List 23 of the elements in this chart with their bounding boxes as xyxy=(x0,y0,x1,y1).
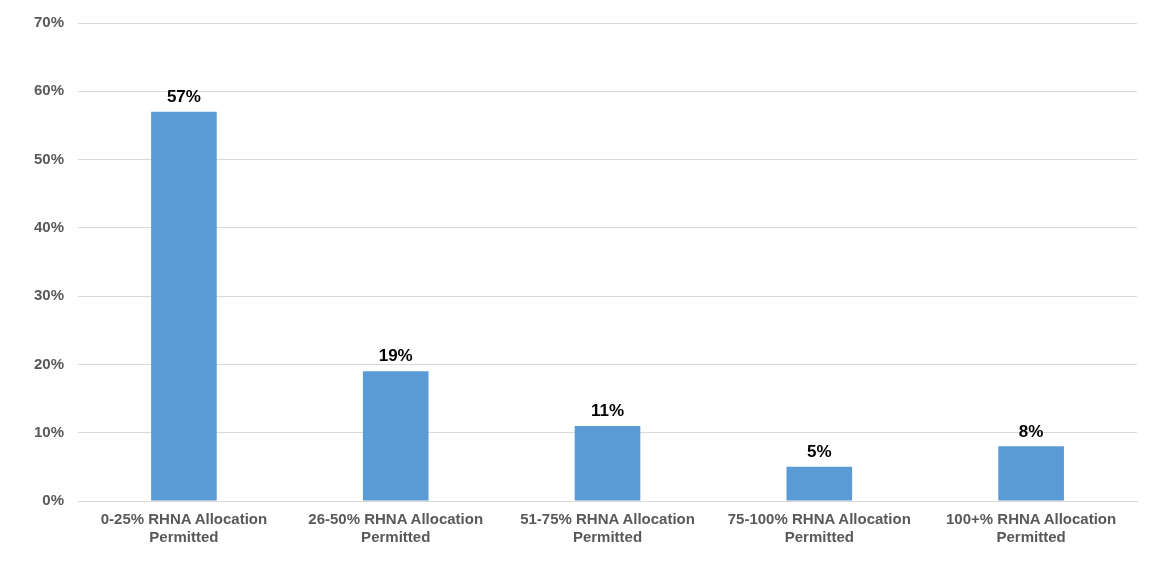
data-label: 8% xyxy=(1018,421,1044,441)
bar xyxy=(786,466,853,501)
y-tick-label: 20% xyxy=(33,354,65,372)
data-label: 11% xyxy=(590,401,625,421)
x-tick-label: 26-50% RHNA Allocation Permitted xyxy=(308,510,484,546)
y-tick-label: 0% xyxy=(42,491,65,509)
y-tick-label: 70% xyxy=(33,13,65,31)
data-label: 5% xyxy=(807,442,832,462)
bar xyxy=(362,371,429,501)
data-label: 19% xyxy=(378,346,413,366)
x-tick-label: 100+% RHNA Allocation Permitted xyxy=(946,510,1117,546)
x-tick-label: 51-75% RHNA Allocation Permitted xyxy=(520,510,695,546)
y-tick-label: 30% xyxy=(33,286,65,304)
x-tick-label: 75-100% RHNA Allocation Permitted xyxy=(727,510,911,546)
y-tick-label: 10% xyxy=(33,422,65,440)
x-tick-label: 0-25% RHNA Allocation Permitted xyxy=(100,510,268,546)
y-tick-label: 40% xyxy=(33,218,65,235)
y-tick-label: 60% xyxy=(33,81,65,99)
bar xyxy=(151,111,217,501)
bar xyxy=(998,446,1064,501)
y-tick-label: 50% xyxy=(33,149,65,167)
data-label: 57% xyxy=(166,86,201,106)
bar xyxy=(574,425,641,501)
